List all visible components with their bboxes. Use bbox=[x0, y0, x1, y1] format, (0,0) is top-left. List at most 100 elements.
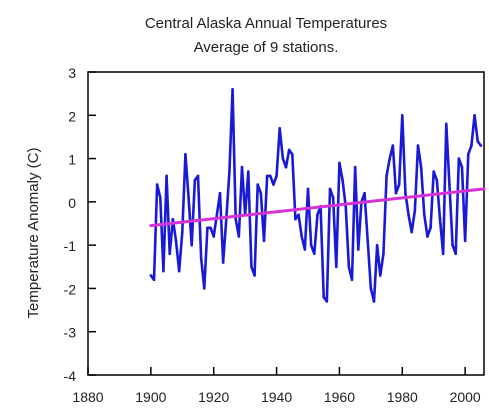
x-tick-label: 1980 bbox=[387, 389, 418, 405]
annual-anomaly-point bbox=[466, 152, 470, 156]
annual-anomaly-point bbox=[328, 187, 332, 191]
annual-anomaly-point bbox=[262, 239, 266, 243]
annual-anomaly-point bbox=[422, 213, 426, 217]
annual-anomaly-point bbox=[460, 165, 464, 169]
annual-anomaly-point bbox=[334, 265, 338, 269]
annual-anomaly-point bbox=[149, 274, 153, 277]
annual-anomaly-point bbox=[278, 126, 282, 130]
annual-anomaly-point bbox=[250, 265, 253, 269]
annual-anomaly-point bbox=[177, 269, 181, 273]
annual-anomaly-point bbox=[451, 243, 454, 247]
x-tick-label: 1880 bbox=[72, 389, 103, 405]
x-tick-label: 2000 bbox=[450, 389, 481, 405]
annual-anomaly-point bbox=[432, 170, 436, 173]
y-tick-label: -4 bbox=[64, 368, 77, 384]
annual-anomaly-point bbox=[206, 226, 209, 230]
annual-anomaly-point bbox=[174, 239, 178, 243]
annual-anomaly-point bbox=[322, 295, 326, 299]
x-tick-label: 1920 bbox=[198, 389, 229, 405]
y-tick-label: 1 bbox=[68, 152, 76, 168]
annual-anomaly-point bbox=[199, 256, 203, 260]
annual-anomaly-point bbox=[419, 165, 423, 169]
annual-anomaly-point bbox=[152, 278, 156, 282]
annual-anomaly-point bbox=[473, 113, 476, 117]
annual-anomaly-point bbox=[259, 191, 263, 195]
annual-anomaly-point bbox=[158, 196, 162, 199]
annual-anomaly-point bbox=[234, 217, 238, 221]
annual-anomaly-point bbox=[397, 183, 401, 186]
annual-anomaly-point bbox=[306, 187, 310, 191]
annual-anomaly-point bbox=[325, 300, 329, 303]
annual-anomaly-point bbox=[300, 235, 304, 238]
annual-anomaly-point bbox=[441, 252, 445, 256]
annual-anomaly-point bbox=[268, 174, 272, 178]
annual-anomaly-point bbox=[294, 217, 297, 221]
chart-subtitle: Average of 9 stations. bbox=[194, 39, 339, 56]
linear-trend-line bbox=[149, 187, 486, 228]
annual-anomaly-point bbox=[350, 278, 354, 282]
annual-anomaly-point bbox=[312, 252, 316, 256]
annual-anomaly-point bbox=[228, 170, 231, 173]
annual-anomaly-point bbox=[457, 157, 461, 160]
annual-anomaly-point bbox=[272, 183, 275, 186]
annual-anomaly-point bbox=[265, 174, 269, 178]
annual-anomaly-point bbox=[463, 239, 467, 243]
annual-anomaly-point bbox=[221, 261, 225, 264]
annual-anomaly-point bbox=[429, 226, 432, 230]
annual-anomaly-point bbox=[168, 252, 172, 256]
annual-anomaly-point bbox=[410, 230, 414, 234]
y-tick-label: 0 bbox=[68, 195, 76, 211]
annual-anomaly-line bbox=[149, 88, 482, 303]
annual-anomaly-point bbox=[382, 252, 385, 256]
annual-anomaly-point bbox=[388, 157, 392, 160]
annual-anomaly-point bbox=[284, 165, 288, 169]
annual-anomaly-point bbox=[303, 248, 307, 251]
x-tick-label: 1960 bbox=[324, 389, 355, 405]
annual-anomaly-point bbox=[256, 183, 260, 186]
annual-anomaly-point bbox=[231, 88, 234, 91]
annual-anomaly-point bbox=[476, 139, 480, 143]
annual-anomaly-point bbox=[212, 235, 216, 238]
plot-area bbox=[87, 71, 485, 376]
annual-anomaly-point bbox=[426, 235, 429, 238]
annual-anomaly-point bbox=[372, 300, 376, 303]
annual-anomaly-point bbox=[246, 170, 250, 173]
annual-anomaly-point bbox=[400, 113, 404, 117]
annual-anomaly-point bbox=[184, 152, 187, 156]
annual-anomaly-point bbox=[394, 191, 398, 195]
annual-anomaly-point bbox=[281, 157, 285, 160]
chart-title: Central Alaska Annual Temperatures bbox=[145, 15, 387, 32]
annual-anomaly-point bbox=[287, 148, 291, 152]
annual-anomaly-point bbox=[338, 161, 341, 165]
annual-anomaly-point bbox=[448, 183, 451, 186]
annual-anomaly-point bbox=[454, 252, 458, 256]
annual-anomaly-point bbox=[366, 239, 370, 243]
annual-anomaly-point bbox=[378, 274, 382, 277]
annual-anomaly-point bbox=[290, 152, 294, 156]
annual-anomaly-point bbox=[190, 243, 194, 247]
annual-anomaly-point bbox=[353, 165, 357, 169]
annual-anomaly-point bbox=[385, 174, 388, 178]
annual-anomaly-point bbox=[316, 213, 319, 217]
x-axis: 1880 1900 1920 1940 1960 1980 2000 bbox=[72, 367, 481, 405]
annual-anomaly-point bbox=[444, 122, 448, 126]
annual-anomaly-point bbox=[209, 226, 212, 230]
annual-anomaly-point bbox=[165, 174, 168, 178]
annual-anomaly-point bbox=[237, 235, 241, 238]
annual-anomaly-point bbox=[416, 144, 420, 147]
annual-anomaly-point bbox=[202, 287, 206, 290]
data-series bbox=[149, 88, 486, 303]
annual-anomaly-point bbox=[253, 274, 256, 277]
annual-anomaly-point bbox=[341, 178, 344, 182]
annual-anomaly-point bbox=[479, 144, 483, 147]
annual-anomaly-point bbox=[435, 178, 439, 182]
annual-anomaly-point bbox=[171, 217, 175, 221]
annual-anomaly-point bbox=[347, 265, 351, 269]
annual-anomaly-point bbox=[369, 287, 373, 290]
annual-anomaly-point bbox=[162, 269, 165, 273]
annual-anomaly-point bbox=[404, 191, 407, 195]
annual-anomaly-point bbox=[331, 196, 335, 199]
y-axis-label: Temperature Anomaly (C) bbox=[25, 148, 42, 319]
annual-anomaly-point bbox=[413, 209, 417, 212]
